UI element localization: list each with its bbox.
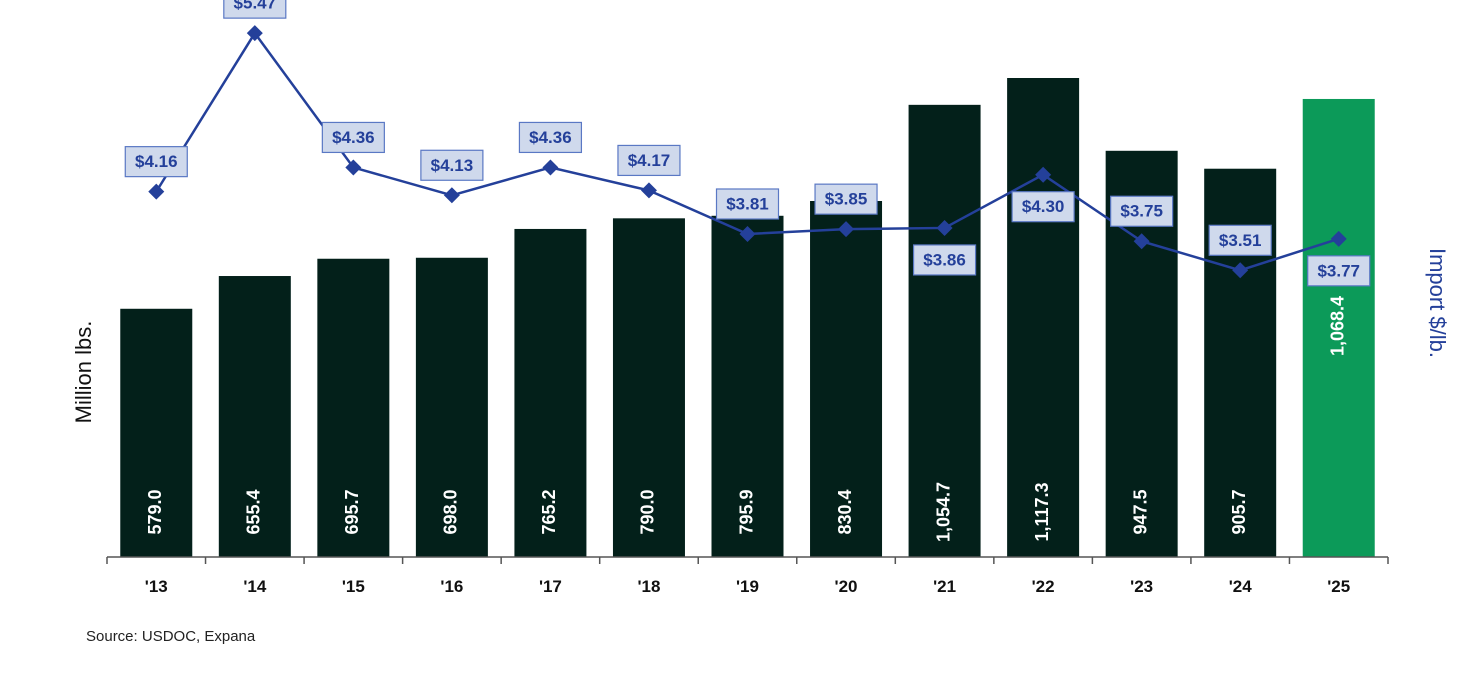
price-label: $5.47 [234,0,277,13]
price-label: $3.51 [1219,231,1262,250]
price-marker [739,225,756,242]
price-label-box [912,244,977,276]
x-tick-label: '21 [933,577,956,596]
price-label: $3.75 [1120,202,1163,221]
price-label: $3.77 [1317,261,1360,280]
price-marker [148,183,165,200]
price-label: $4.36 [332,128,375,147]
price-label: $4.36 [529,128,572,147]
bar-9 [1007,78,1080,557]
bar-value-label: 795.9 [736,489,756,534]
x-tick-label: '25 [1327,577,1350,596]
bar-12 [1302,98,1375,557]
bar-value-label: 579.0 [145,489,165,534]
bar-2 [317,258,390,557]
x-tick-label: '15 [342,577,365,596]
price-label: $3.86 [923,250,966,269]
price-label: $3.81 [726,194,769,213]
price-marker [443,187,460,204]
price-label-box [1307,255,1371,287]
x-tick-label: '19 [736,577,759,596]
x-tick-label: '17 [539,577,562,596]
x-tick-label: '20 [835,577,858,596]
x-tick-label: '14 [243,577,266,596]
bar-0 [120,308,193,557]
bar-7 [810,200,883,557]
bar-value-label: 947.5 [1130,489,1150,534]
price-label-box [617,144,681,177]
bar-value-label: 905.7 [1229,489,1249,534]
y-axis-title: Million lbs. [71,321,96,424]
source-note: Source: USDOC, Expana [86,628,256,645]
bar-value-label: 790.0 [638,489,658,534]
price-label-box [814,183,878,215]
bar-1 [218,276,291,557]
price-marker [838,221,855,238]
price-label: $3.85 [825,190,868,209]
bar-value-label: 830.4 [835,489,855,534]
bar-3 [415,257,488,557]
bar-8 [908,104,981,558]
x-tick-label: '23 [1130,577,1153,596]
bars: 579.0 655.4 695.7 698.0 765.2 790.0 795.9 830.4… [120,78,1375,558]
price-label: $4.13 [431,156,474,175]
x-tick-label: '22 [1032,577,1055,596]
price-marker [246,25,263,42]
price-marker [1035,166,1052,183]
price-label-box [518,121,583,154]
price-label-box [715,188,780,220]
bar-value-label: 695.7 [342,489,362,534]
x-axis: '13 '14 '15 '16 '17 '18 '19 '20 '21 '22 '23 '24 '25 [106,556,1389,596]
y2-axis-title: Import $/lb. [1425,248,1450,358]
bar-value-label: 765.2 [539,489,559,534]
price-label-box [1110,195,1174,227]
price-label-box [124,146,188,178]
price-marker [1133,233,1150,250]
x-tick-label: '16 [440,577,463,596]
bar-6 [711,215,784,557]
price-label: $4.16 [135,152,178,171]
bar-value-label: 1,117.3 [1032,482,1052,541]
price-label-box [1011,191,1075,223]
price-label: $4.30 [1022,197,1065,216]
x-tick-label: '24 [1229,577,1252,596]
x-tick-label: '18 [637,577,660,596]
x-tick-label: '13 [145,577,168,596]
price-label: $4.17 [628,151,671,170]
price-line [148,25,1347,279]
price-label-box [420,149,484,181]
price-label-box [321,121,385,154]
price-marker [542,159,559,176]
bar-value-label: 1,068.4 [1327,296,1347,356]
price-marker [1330,230,1347,247]
bar-4 [514,228,587,557]
price-marker [640,182,657,199]
bar-value-label: 1,054.7 [933,482,953,542]
bar-value-label: 655.4 [244,489,264,534]
bar-5 [612,218,685,558]
bar-value-label: 698.0 [441,489,461,534]
price-label-box [1208,224,1272,256]
price-labels: $4.16 $5.47 $4.36 $4.13 $4.36 $4.17 $3.81 $3.85… [124,0,1371,287]
price-marker [345,159,362,176]
price-marker [936,219,953,236]
price-label-box [223,0,287,19]
price-marker [1232,262,1249,279]
